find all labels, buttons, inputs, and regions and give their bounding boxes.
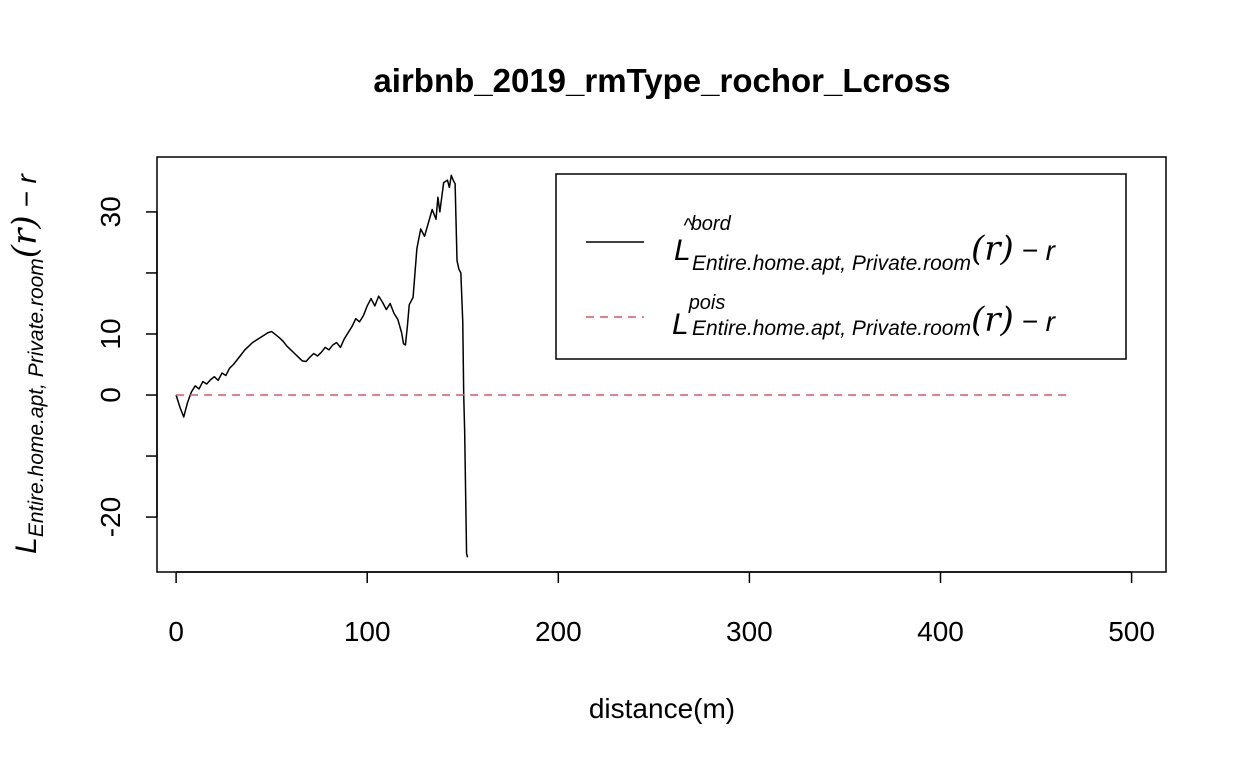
legend-pois-main: L <box>672 308 689 341</box>
x-tick-label: 300 <box>726 616 773 647</box>
y-tick-label: 0 <box>95 387 126 403</box>
legend-item-pois: Lpois Entire.home.apt, Private.room(r) −… <box>586 292 1057 341</box>
legend-item-bord: ^ Lbord Entire.home.apt, Private.room(r)… <box>586 213 1057 275</box>
legend-bord-sub: Entire.home.apt, Private.room <box>692 252 971 275</box>
y-label-arg: (r) <box>5 215 45 258</box>
series-line-bord <box>175 174 469 558</box>
legend-hat-bord: ^ <box>683 215 693 237</box>
legend-pois-rest: − r <box>1014 306 1057 337</box>
legend-bord-sup: bord <box>691 213 732 235</box>
legend-label-pois: Lpois <box>672 292 725 341</box>
y-label-main: L <box>10 537 43 554</box>
legend-bord-main: L <box>674 234 691 267</box>
y-axis: -20 0 10 30 <box>95 196 158 537</box>
y-label-sub: Entire.home.apt, Private.room <box>25 258 48 537</box>
legend-label-bord-sub: Entire.home.apt, Private.room(r) − r <box>692 229 1057 275</box>
chart-title: airbnb_2019_rmType_rochor_Lcross <box>373 62 950 99</box>
series-layer <box>175 174 1071 558</box>
y-tick-label: 30 <box>95 196 126 227</box>
legend-bord-arg: (r) <box>971 229 1014 269</box>
x-axis: 0 100 200 300 400 500 <box>168 571 1155 647</box>
x-tick-label: 400 <box>917 616 964 647</box>
x-tick-label: 200 <box>535 616 582 647</box>
y-tick-label: 10 <box>95 318 126 349</box>
legend-label-pois-sub: Entire.home.apt, Private.room(r) − r <box>692 300 1057 340</box>
legend-pois-arg: (r) <box>971 300 1014 340</box>
legend-label-bord: Lbord <box>674 213 732 267</box>
x-tick-label: 100 <box>344 616 391 647</box>
legend-bord-rest: − r <box>1014 235 1057 266</box>
x-tick-label: 500 <box>1108 616 1155 647</box>
legend-pois-sub: Entire.home.apt, Private.room <box>692 317 971 340</box>
x-axis-label: distance(m) <box>589 693 735 724</box>
y-axis-label: LEntire.home.apt, Private.room(r) − r <box>5 172 48 553</box>
legend-pois-sup: pois <box>688 292 726 314</box>
y-tick-label: -20 <box>95 497 126 537</box>
legend: ^ Lbord Entire.home.apt, Private.room(r)… <box>555 173 1127 360</box>
y-label-rest: − r <box>11 172 42 215</box>
x-tick-label: 0 <box>168 616 184 647</box>
legend-box <box>555 173 1127 360</box>
